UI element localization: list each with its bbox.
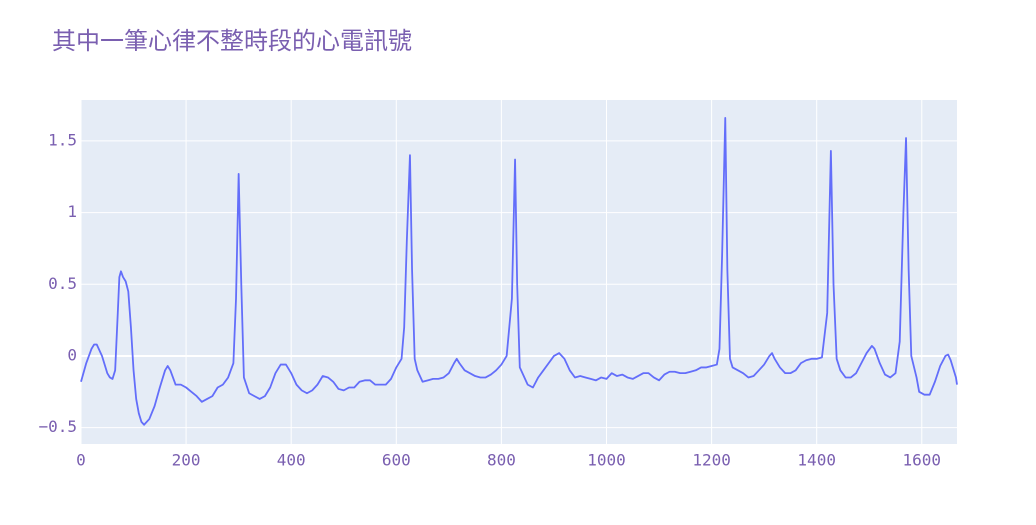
x-tick-label: 1000 — [587, 451, 626, 470]
x-tick-label: 800 — [487, 451, 516, 470]
y-tick-label: 1.5 — [48, 130, 77, 149]
x-tick-label: 400 — [277, 451, 306, 470]
y-tick-label: −0.5 — [38, 417, 77, 436]
line-series — [80, 117, 958, 426]
x-tick-label: 200 — [172, 451, 201, 470]
plot-area — [81, 100, 957, 444]
x-tick-label: 1200 — [692, 451, 731, 470]
x-tick-label: 1400 — [797, 451, 836, 470]
x-tick-label: 0 — [76, 451, 86, 470]
x-tick-label: 600 — [382, 451, 411, 470]
y-tick-label: 1 — [67, 202, 77, 221]
chart-title: 其中一筆心律不整時段的心電訊號 — [52, 27, 412, 55]
x-tick-label: 1600 — [903, 451, 942, 470]
y-tick-label: 0 — [67, 345, 77, 364]
y-tick-label: 0.5 — [48, 274, 77, 293]
